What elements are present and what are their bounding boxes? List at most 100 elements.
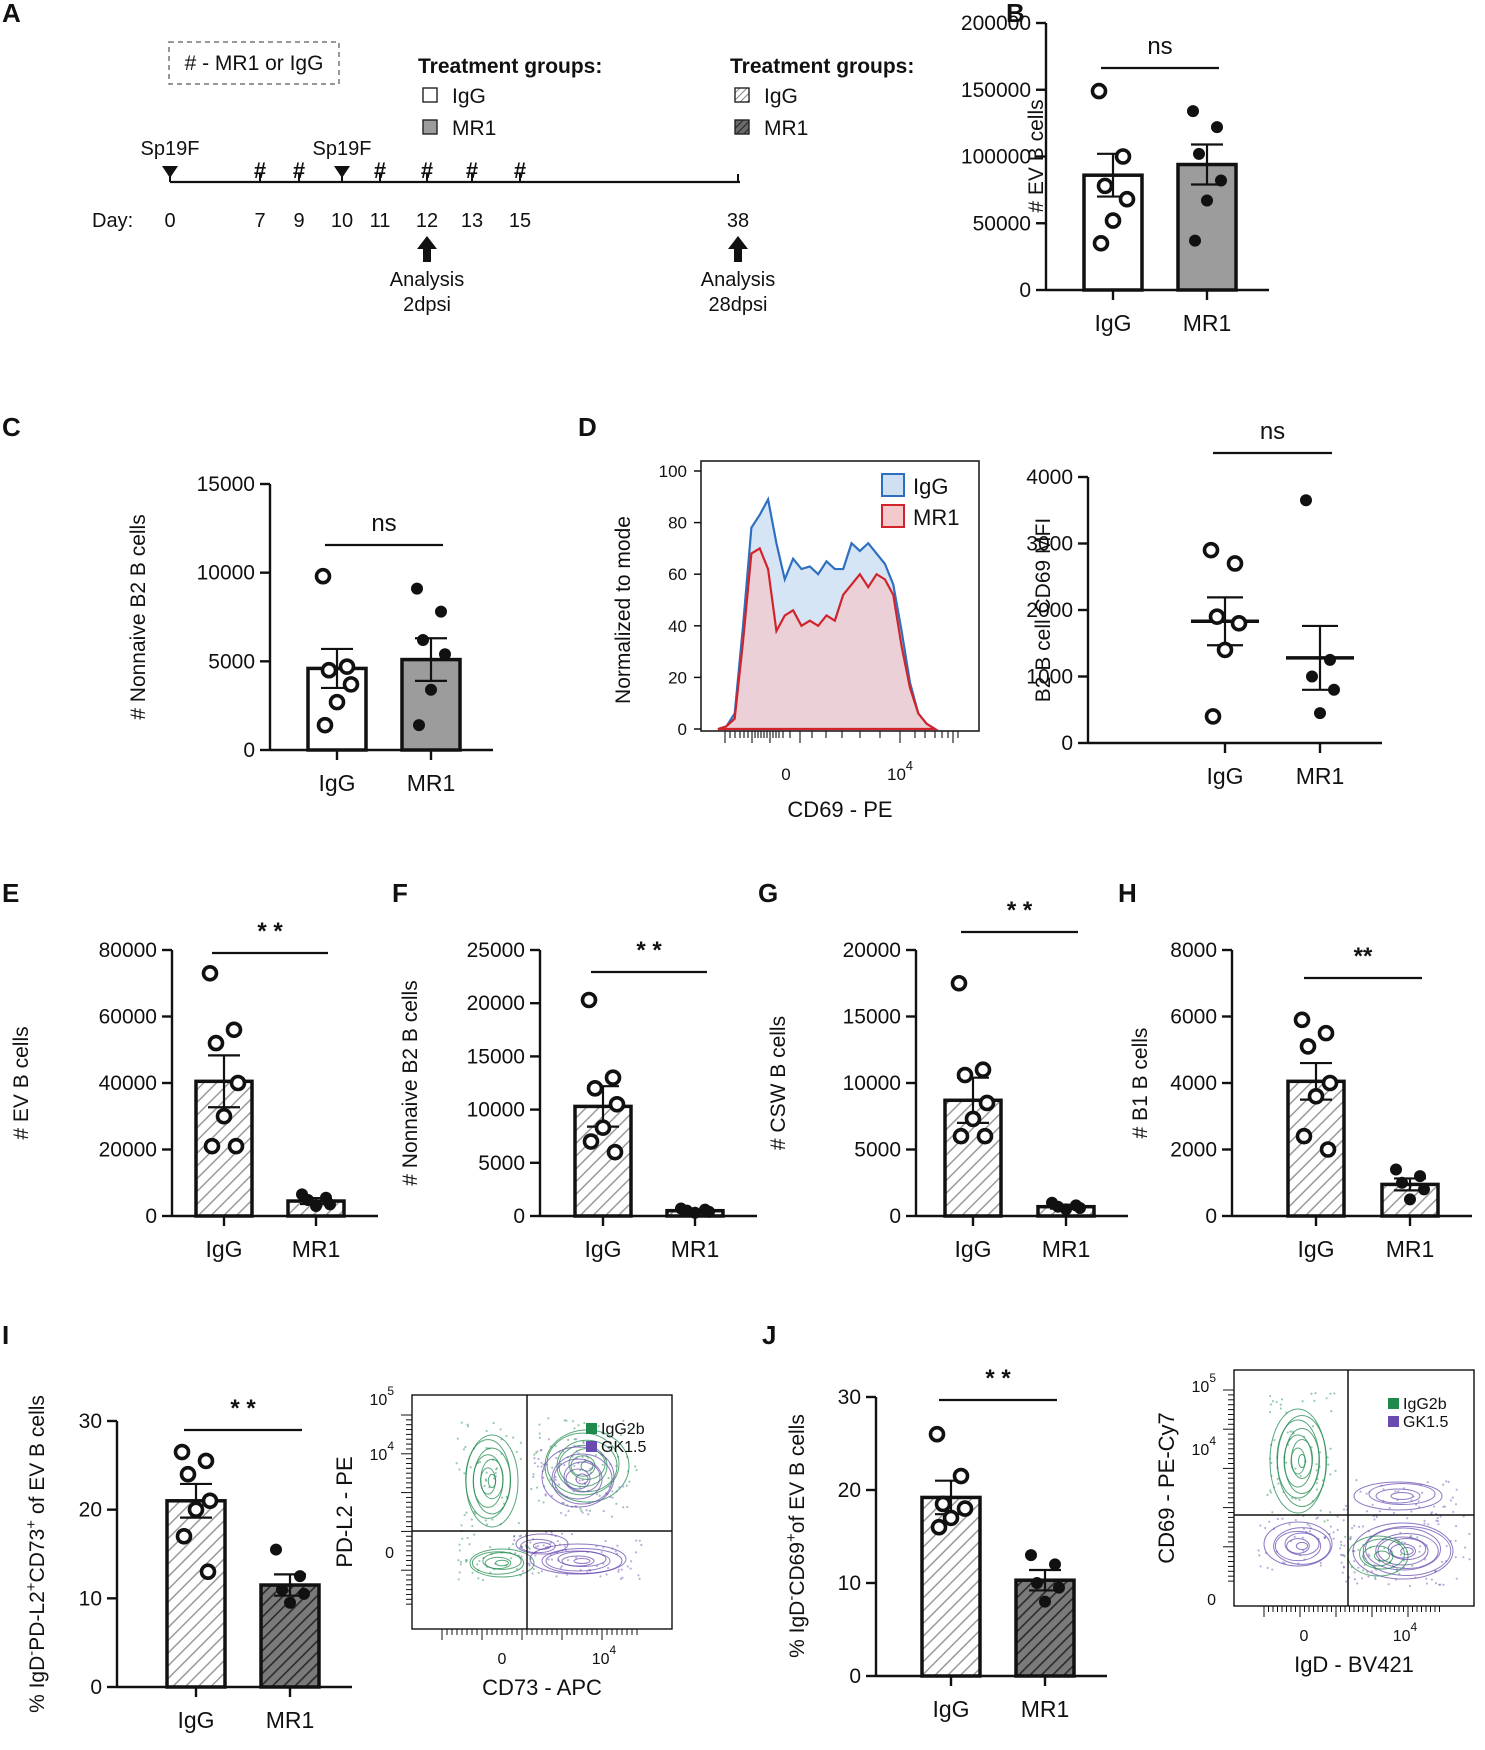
contour-dot-j-0-13 <box>1329 1511 1332 1514</box>
contour-dot-j-1-3 <box>1268 1520 1271 1523</box>
treatment-mark-13: # <box>466 158 478 183</box>
data-point-H-1-1 <box>1414 1170 1426 1183</box>
y-label-part-0: % IgD <box>26 1656 49 1713</box>
contour-dot-j-2-85 <box>1375 1515 1378 1519</box>
contour-dot-j-0-54 <box>1315 1488 1319 1491</box>
hist-y-tick-label-4: 80 <box>668 514 687 533</box>
data-point-I-0-4 <box>187 1501 205 1518</box>
data-point-E-1-4 <box>310 1200 322 1213</box>
contour-y-tick-2-j-exp: 5 <box>1209 1371 1216 1385</box>
contour-dot-i-4-8 <box>600 1550 603 1554</box>
contour-dot-i-1-55 <box>535 1486 539 1489</box>
contour-dot-i-4-20 <box>620 1568 623 1571</box>
contour-dot-i-1-33 <box>611 1490 614 1493</box>
contour-dot-i-4-23 <box>640 1543 643 1547</box>
contour-dot-j-2-26 <box>1418 1550 1421 1553</box>
contour-ring-i-4-4 <box>545 1550 611 1572</box>
category-label-E-1: MR1 <box>292 1236 341 1262</box>
y-tick-label-G-0: 0 <box>889 1205 901 1228</box>
data-point-E-1-3 <box>324 1198 336 1211</box>
contour-dot-i-2-66 <box>542 1476 545 1479</box>
contour-ring-j-0-5 <box>1284 1428 1320 1494</box>
contour-dot-i-0-59 <box>512 1436 515 1439</box>
contour-dot-j-0-47 <box>1271 1400 1275 1403</box>
bar-J-MR1 <box>1014 1578 1076 1678</box>
contour-dot-j-4-14 <box>1340 1543 1343 1547</box>
infection-arrow-10 <box>334 166 350 178</box>
groups2-swatch-mr1 <box>734 119 750 135</box>
contour-dot-j-3-25 <box>1455 1488 1458 1491</box>
analysis-2dpsi-line2: 2dpsi <box>403 294 451 316</box>
y-tick-label-I-1: 10 <box>79 1587 102 1610</box>
contour-dot-i-2-37 <box>622 1506 625 1509</box>
sig-label-F: * * <box>636 937 662 964</box>
contour-dot-j-2-34 <box>1462 1556 1465 1559</box>
contour-dot-j-1-16 <box>1276 1517 1279 1521</box>
contour-dot-j-0-2 <box>1271 1511 1274 1514</box>
contour-dot-i-2-33 <box>575 1438 578 1441</box>
contour-dot-i-1-2 <box>536 1450 539 1453</box>
y-label-part-3: + <box>23 1582 40 1591</box>
contour-dot-i-1-66 <box>626 1505 629 1509</box>
contour-ring-j-1-3 <box>1284 1532 1320 1556</box>
contour-dot-i-0-6 <box>499 1428 502 1431</box>
contour-dot-j-4-17 <box>1343 1555 1346 1558</box>
contour-dot-i-2-41 <box>585 1509 588 1512</box>
timeline-day-38: 38 <box>727 210 749 232</box>
contour-dot-i-4-58 <box>531 1572 534 1575</box>
contour-dot-j-3-35 <box>1342 1508 1346 1511</box>
category-label-G-1: MR1 <box>1042 1236 1091 1262</box>
data-point-F-1-4 <box>689 1206 701 1219</box>
contour-dot-j-3-16 <box>1442 1505 1445 1508</box>
contour-ring-j-2-7 <box>1362 1526 1452 1576</box>
hist-y-tick-label-3: 60 <box>668 565 687 584</box>
data-point-J-0-0 <box>928 1425 946 1443</box>
treatment-mark-12: # <box>421 158 433 183</box>
contour-dot-j-0-40 <box>1330 1410 1333 1413</box>
contour-dot-j-2-18 <box>1367 1575 1370 1578</box>
contour-dot-j-0-42 <box>1326 1519 1329 1522</box>
contour-dot-i-2-35 <box>540 1461 543 1464</box>
data-point-F-0-3 <box>608 1095 626 1113</box>
contour-dot-i-4-42 <box>595 1564 599 1568</box>
contour-dot-i-1-52 <box>582 1440 585 1443</box>
y-tick-label-I-3: 30 <box>79 1410 102 1433</box>
contour-dot-i-4-16 <box>559 1566 562 1570</box>
contour-y-tick-2-i-exp: 5 <box>387 1384 394 1398</box>
data-point-F-0-5 <box>582 1133 600 1150</box>
contour-dot-j-3-38 <box>1447 1480 1450 1483</box>
contour-x-label-i: CD73 - APC <box>482 1675 602 1700</box>
data-point-C-1-1 <box>435 605 447 618</box>
category-label-F-0: IgG <box>584 1236 621 1262</box>
contour-dot-i-3-20 <box>488 1545 492 1549</box>
contour-dot-j-4-0 <box>1366 1570 1369 1574</box>
contour-dot-i-2-45 <box>560 1511 563 1515</box>
contour-ring-j-3-3 <box>1368 1483 1436 1505</box>
contour-dot-i-4-45 <box>560 1565 563 1568</box>
contour-dot-i-4-12 <box>635 1539 638 1542</box>
data-point-G-0-2 <box>956 1066 974 1084</box>
contour-dot-i-1-14 <box>537 1499 540 1502</box>
y-tick-label-D2-3: 3000 <box>1026 533 1073 556</box>
contour-dot-j-4-6 <box>1344 1535 1347 1538</box>
contour-dot-j-0-59 <box>1275 1400 1278 1404</box>
contour-dot-i-1-0 <box>583 1421 586 1425</box>
groups2-igg: IgG <box>764 85 798 108</box>
contour-dot-i-2-4 <box>618 1486 621 1489</box>
groups1-swatch-igg <box>422 87 438 103</box>
contour-dot-i-2-39 <box>610 1515 614 1518</box>
contour-dot-i-2-58 <box>561 1501 564 1504</box>
contour-dot-i-0-26 <box>464 1445 467 1449</box>
contour-dot-i-5-14 <box>520 1555 523 1558</box>
y-axis-label-I: % IgD-PD-L2+CD73+ of EV B cells <box>23 1395 49 1713</box>
contour-dot-j-0-65 <box>1273 1438 1276 1442</box>
contour-ring-j-3-4 <box>1353 1481 1443 1511</box>
contour-dot-i-5-17 <box>519 1534 522 1537</box>
contour-dot-i-3-36 <box>478 1559 481 1563</box>
treatment-mark-11: # <box>374 158 386 183</box>
contour-dot-j-1-48 <box>1341 1571 1344 1574</box>
contour-dot-i-0-51 <box>515 1450 518 1453</box>
contour-dot-i-2-53 <box>540 1465 543 1468</box>
contour-dot-j-2-51 <box>1353 1578 1357 1581</box>
